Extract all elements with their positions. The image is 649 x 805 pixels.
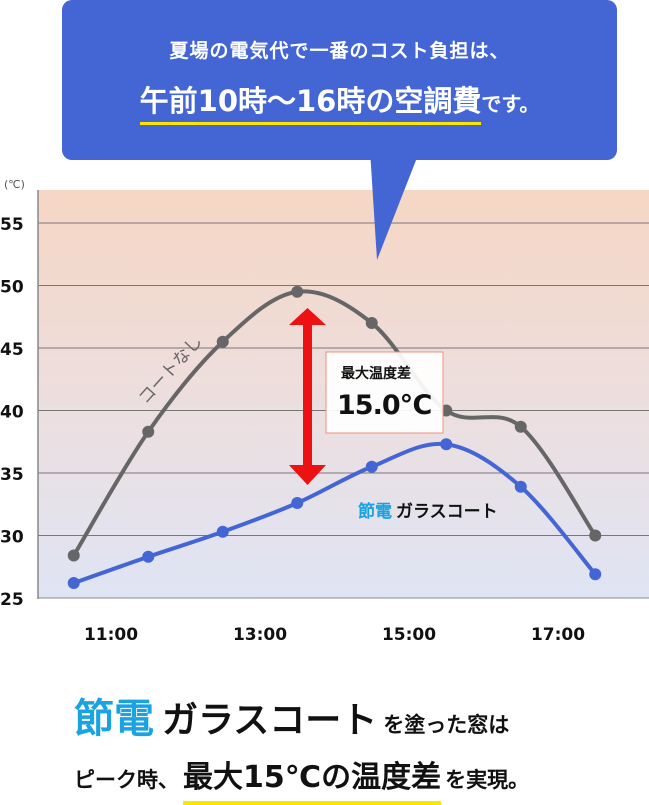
data-point <box>365 460 378 473</box>
data-point <box>514 420 527 433</box>
bottom-line2-tail: を実現。 <box>445 768 530 792</box>
series-label-coated: 節電 ガラスコート <box>357 501 498 522</box>
y-tick-label: 35 <box>0 465 24 485</box>
x-tick-label: 13:00 <box>233 625 287 645</box>
data-point <box>291 285 304 298</box>
x-tick-label: 17:00 <box>531 625 585 645</box>
difference-value: 15.0℃ <box>337 390 431 421</box>
arrow-head-up <box>289 308 326 325</box>
y-tick-label: 25 <box>0 590 24 610</box>
data-point <box>216 335 229 348</box>
x-tick-label: 11:00 <box>84 625 138 645</box>
difference-box: 最大温度差 15.0℃ <box>325 351 444 434</box>
y-tick-label: 55 <box>0 215 24 235</box>
data-point <box>514 480 527 493</box>
y-tick-label: 30 <box>0 528 24 548</box>
bottom-line2-head: ピーク時、 <box>74 768 179 792</box>
difference-label: 最大温度差 <box>341 365 411 382</box>
data-point <box>67 549 80 562</box>
callout-tail-text: です。 <box>481 92 540 116</box>
bottom-accent: 節電 <box>74 696 154 742</box>
data-point <box>142 425 155 438</box>
callout-line1: 夏場の電気代で一番のコスト負担は、 <box>169 40 510 62</box>
arrow-shaft <box>303 320 312 470</box>
data-point <box>142 550 155 563</box>
bottom-line1: 節電 ガラスコート を塗った窓は <box>74 686 509 744</box>
data-point <box>589 568 602 581</box>
callout-highlight: 午前10時～16時の空調費 <box>139 84 482 125</box>
bottom-product: ガラスコート <box>162 700 378 741</box>
y-tick-label: 40 <box>0 403 24 423</box>
data-point <box>365 317 378 329</box>
data-point <box>67 577 80 589</box>
y-tick-label: 50 <box>0 278 24 298</box>
data-point <box>440 438 453 451</box>
data-point <box>589 529 602 542</box>
x-tick-label: 15:00 <box>382 625 436 645</box>
y-tick-label: 45 <box>0 340 24 360</box>
callout-tail <box>370 150 420 260</box>
data-point <box>291 497 304 509</box>
callout-bubble: 夏場の電気代で一番のコスト負担は、 午前10時～16時の空調費です。 <box>62 0 617 160</box>
data-point <box>216 525 229 538</box>
bottom-line2-highlight: 最大15℃の温度差 <box>183 760 442 805</box>
bottom-line1-tail: を塗った窓は <box>383 713 510 737</box>
arrow-head-down <box>289 465 326 485</box>
y-unit-label: (℃) <box>4 178 25 191</box>
callout-line2: 午前10時～16時の空調費です。 <box>62 78 617 125</box>
difference-arrow <box>289 308 326 485</box>
temperature-chart: 25303540455055 (℃) 最大温度差 15.0℃ コートなし 節電ガ… <box>0 150 649 645</box>
bottom-line2: ピーク時、 最大15℃の温度差 を実現。 <box>74 752 530 805</box>
